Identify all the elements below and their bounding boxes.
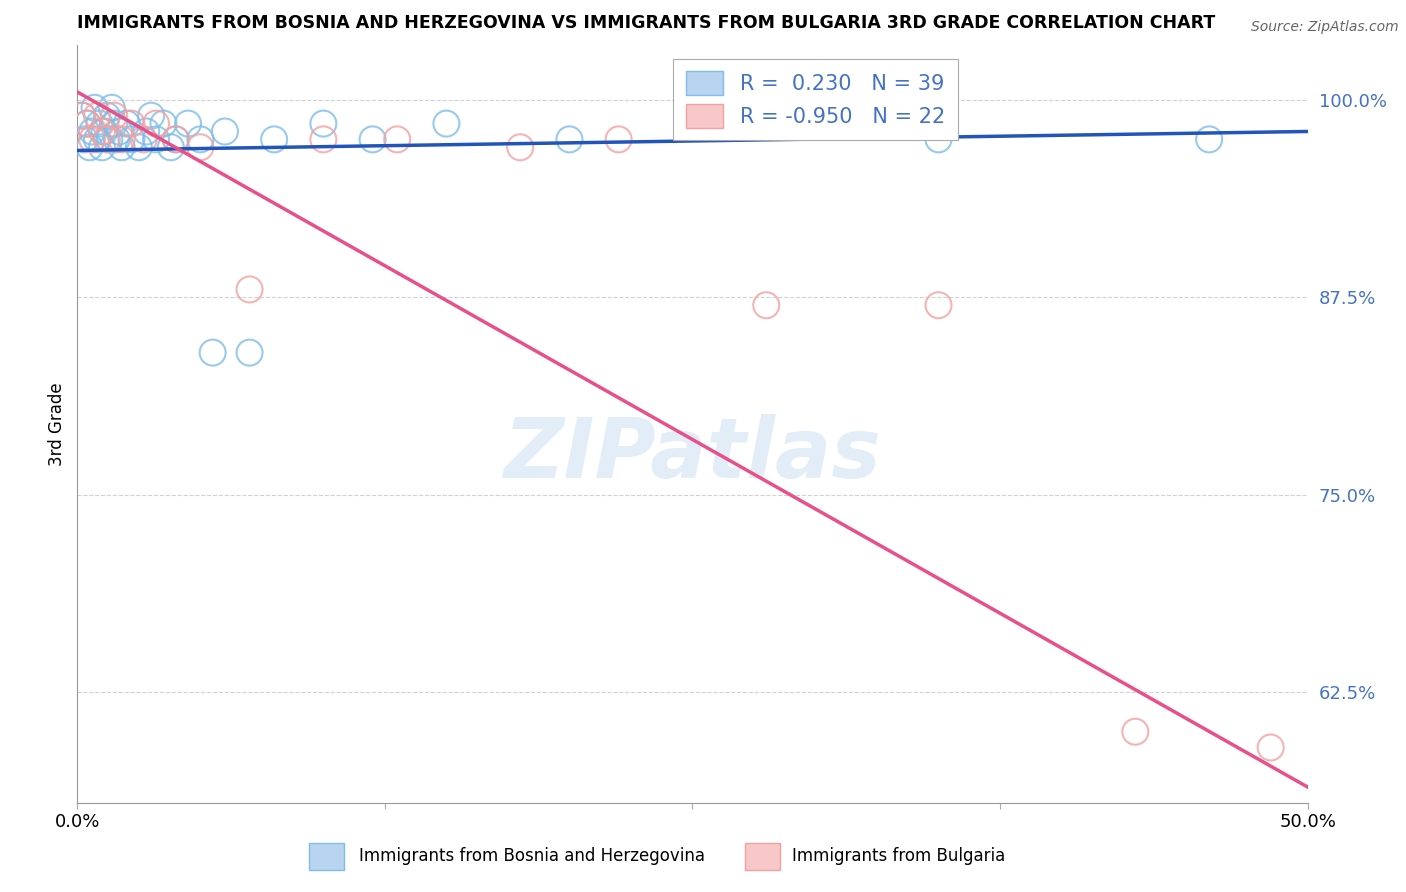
Point (121, 132, 143, 146)
Point (1125, 724, 1147, 739)
Point (103, 117, 125, 131)
Point (152, 117, 174, 131)
Point (76, 117, 98, 131)
Point (101, 101, 124, 115)
Point (312, 132, 335, 146)
Point (83, 101, 105, 115)
Point (201, 345, 224, 359)
Point (135, 124, 157, 138)
Point (239, 345, 262, 359)
Point (82, 132, 104, 146)
Point (214, 124, 236, 138)
Point (263, 132, 285, 146)
Point (177, 117, 200, 131)
Point (90, 124, 114, 138)
Point (96, 109, 118, 123)
Point (160, 140, 183, 154)
Point (928, 298, 950, 312)
Point (682, 117, 704, 131)
Point (108, 124, 131, 138)
Point (188, 140, 212, 154)
Legend: R =  0.230   N = 39, R = -0.950   N = 22: R = 0.230 N = 39, R = -0.950 N = 22 (673, 59, 957, 140)
Point (1260, 740, 1282, 755)
Point (111, 140, 132, 154)
Point (70, 109, 93, 123)
Text: Immigrants from Bulgaria: Immigrants from Bulgaria (792, 847, 1005, 865)
Point (79, 140, 101, 154)
Point (1198, 132, 1220, 146)
Point (90, 140, 114, 154)
Point (188, 132, 212, 146)
Text: ZIPatlas: ZIPatlas (503, 414, 882, 494)
Point (558, 132, 581, 146)
Point (103, 109, 125, 123)
Point (239, 282, 262, 296)
Point (312, 117, 335, 131)
Point (86, 132, 108, 146)
Point (105, 132, 128, 146)
Point (98, 132, 121, 146)
Point (165, 132, 187, 146)
Point (70, 109, 93, 123)
Point (89, 117, 111, 131)
Y-axis label: 3rd Grade: 3rd Grade (48, 382, 66, 466)
Point (96, 132, 118, 146)
Point (132, 132, 155, 146)
Point (141, 109, 163, 123)
Point (607, 132, 630, 146)
Point (86, 109, 108, 123)
Point (755, 298, 778, 312)
Point (115, 117, 138, 131)
Point (145, 117, 167, 131)
Point (509, 140, 531, 154)
Point (436, 117, 458, 131)
Point (121, 117, 143, 131)
Point (928, 132, 950, 146)
Point (76, 117, 98, 131)
Point (73, 132, 96, 146)
Text: Immigrants from Bosnia and Herzegovina: Immigrants from Bosnia and Herzegovina (359, 847, 704, 865)
Point (111, 132, 132, 146)
Point (82, 124, 104, 138)
Point (145, 132, 167, 146)
Point (93, 124, 115, 138)
Text: IMMIGRANTS FROM BOSNIA AND HERZEGOVINA VS IMMIGRANTS FROM BULGARIA 3RD GRADE COR: IMMIGRANTS FROM BOSNIA AND HERZEGOVINA V… (77, 14, 1216, 32)
Point (361, 132, 384, 146)
Point (128, 140, 150, 154)
Point (385, 132, 409, 146)
Point (165, 132, 187, 146)
Text: Source: ZipAtlas.com: Source: ZipAtlas.com (1251, 20, 1399, 34)
